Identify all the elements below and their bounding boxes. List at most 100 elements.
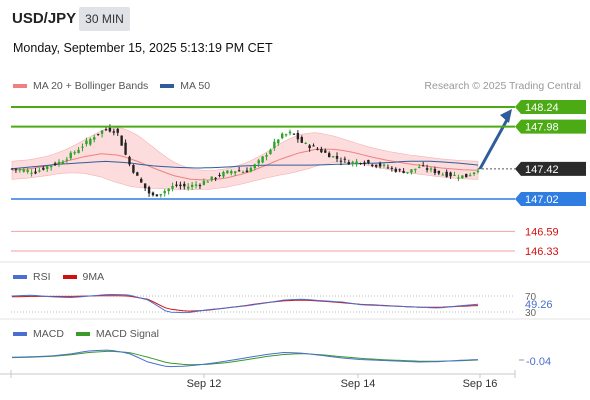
candle-body bbox=[402, 170, 405, 174]
price-level-resistance: 147.98 bbox=[11, 119, 586, 134]
price-levels: 148.24 147.98 147.42 147.02 146.59 146.33 bbox=[11, 100, 586, 258]
candle-body bbox=[445, 171, 448, 177]
candle-body bbox=[433, 168, 437, 173]
candle-body bbox=[96, 133, 100, 135]
candle-body bbox=[112, 131, 116, 133]
legend-label-ma50: MA 50 bbox=[180, 80, 211, 92]
price-candles bbox=[10, 109, 512, 198]
timeframe-badge[interactable]: 30 MIN bbox=[79, 7, 130, 31]
candle-body bbox=[324, 150, 327, 153]
legend-item-macd-signal: MACD Signal bbox=[75, 328, 159, 340]
macd-swatch bbox=[13, 332, 27, 336]
candle-body bbox=[226, 170, 229, 174]
candle-body bbox=[253, 164, 256, 169]
x-tick-label: Sep 14 bbox=[341, 378, 376, 390]
candle-body bbox=[269, 149, 272, 155]
legend-item-ma50: MA 50 bbox=[160, 80, 210, 92]
candle-body bbox=[206, 181, 209, 183]
candle-body bbox=[10, 168, 14, 170]
rsi-tick-label: 70 bbox=[525, 292, 537, 303]
candle-body bbox=[89, 138, 92, 145]
currency-pair-title: USD/JPY bbox=[12, 10, 77, 27]
candle-body bbox=[347, 162, 350, 165]
candle-body bbox=[143, 183, 147, 189]
candle-body bbox=[61, 161, 65, 164]
candle-body bbox=[343, 158, 347, 160]
candle-body bbox=[476, 170, 480, 172]
candle-body bbox=[93, 137, 96, 140]
candle-body bbox=[351, 161, 354, 164]
candle-body bbox=[194, 184, 198, 186]
candle-body bbox=[214, 177, 217, 179]
candle-body bbox=[441, 174, 444, 176]
candle-body bbox=[257, 160, 260, 164]
candle-body bbox=[167, 188, 170, 192]
candle-body bbox=[339, 160, 343, 162]
candle-body bbox=[292, 133, 296, 135]
candle-body bbox=[42, 167, 45, 170]
candle-body bbox=[335, 155, 339, 159]
rsi-legend: RSI 9MA bbox=[13, 271, 116, 283]
candle-body bbox=[57, 162, 61, 165]
candle-body bbox=[327, 153, 331, 158]
candle-body bbox=[359, 163, 362, 165]
candle-body bbox=[120, 135, 123, 146]
candle-body bbox=[261, 156, 264, 163]
macd-signal-line bbox=[11, 350, 479, 366]
credit-text: Research © 2025 Trading Central bbox=[424, 80, 581, 92]
candle-body bbox=[472, 172, 476, 175]
macd-line bbox=[11, 349, 479, 368]
x-tick-label: Sep 16 bbox=[463, 378, 498, 390]
candle-body bbox=[382, 164, 386, 166]
macd-panel: -0.04 bbox=[11, 349, 551, 368]
candle-body bbox=[406, 172, 409, 174]
candle-body bbox=[394, 168, 397, 172]
candle-body bbox=[136, 172, 139, 176]
candle-body bbox=[367, 160, 370, 163]
candle-body bbox=[26, 170, 29, 172]
level-tag bbox=[515, 191, 586, 206]
level-label: 147.98 bbox=[525, 122, 559, 134]
candle-body bbox=[449, 172, 452, 177]
candle-body bbox=[371, 164, 374, 166]
candle-body bbox=[304, 142, 307, 144]
candle-body bbox=[461, 175, 464, 179]
forecast-arrow-head bbox=[500, 109, 512, 123]
legend-label-macd: MACD bbox=[33, 328, 64, 340]
rsi-swatch bbox=[13, 275, 27, 279]
candle-body bbox=[249, 167, 253, 172]
candle-body bbox=[300, 137, 303, 143]
candle-body bbox=[218, 175, 221, 177]
candle-body bbox=[378, 163, 382, 167]
candle-body bbox=[30, 172, 33, 174]
rsi-tick-label: 30 bbox=[525, 308, 537, 319]
candle-body bbox=[77, 149, 80, 154]
x-axis: Sep 12 Sep 14 Sep 16 bbox=[187, 374, 498, 390]
legend-item-rsi: RSI bbox=[13, 271, 51, 283]
candle-body bbox=[198, 185, 202, 187]
candle-body bbox=[171, 185, 174, 189]
candle-body bbox=[316, 148, 319, 150]
candle-body bbox=[374, 164, 378, 167]
candle-body bbox=[104, 129, 108, 131]
ma20-swatch bbox=[13, 84, 27, 88]
moving-averages bbox=[11, 148, 479, 181]
candle-body bbox=[222, 172, 225, 177]
candle-body bbox=[81, 146, 84, 148]
macd-value-label: -0.04 bbox=[526, 356, 551, 368]
bollinger-band-area bbox=[11, 127, 479, 191]
candle-body bbox=[288, 131, 292, 134]
candle-body bbox=[386, 167, 390, 169]
candle-body bbox=[34, 171, 37, 174]
legend-label-ma20: MA 20 + Bollinger Bands bbox=[33, 80, 149, 92]
candle-body bbox=[320, 148, 323, 153]
main-legend: MA 20 + Bollinger Bands MA 50 bbox=[13, 80, 222, 92]
price-level-current: 147.42 bbox=[478, 161, 586, 176]
ma50-line bbox=[11, 160, 479, 170]
legend-item-rsi-9ma: 9MA bbox=[62, 271, 104, 283]
x-tick-label: Sep 12 bbox=[187, 378, 222, 390]
candle-body bbox=[159, 194, 163, 196]
candle-body bbox=[14, 168, 18, 170]
